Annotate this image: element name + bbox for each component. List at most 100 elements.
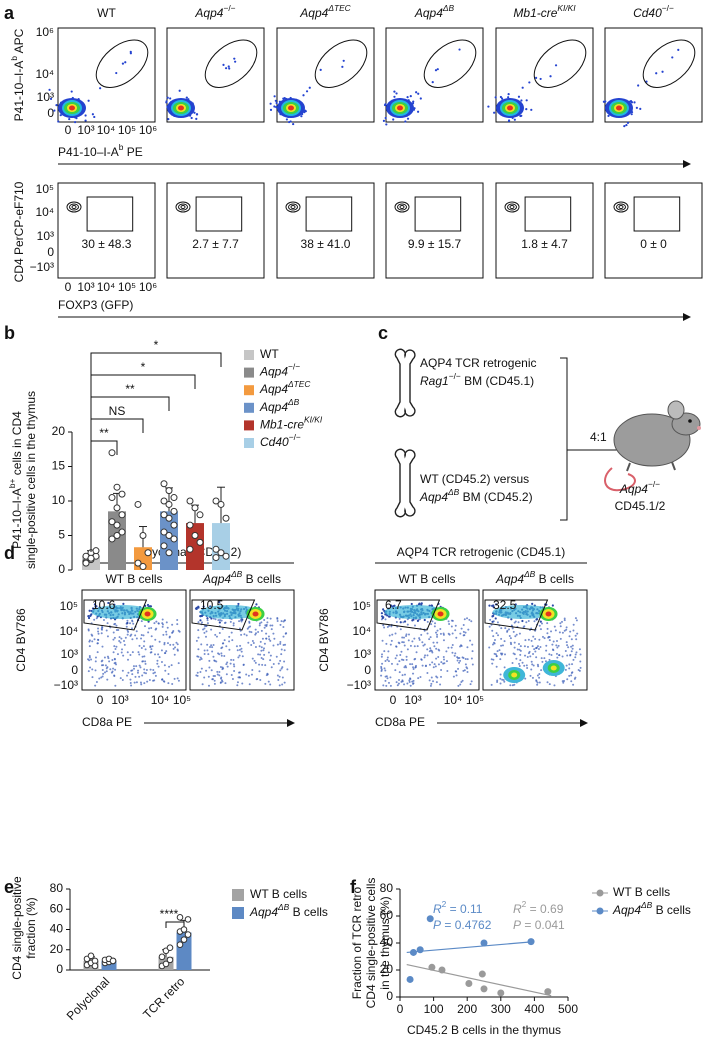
column-header-part: −/−: [223, 3, 235, 13]
event-dot: [535, 656, 538, 659]
gate-value: 38 ± 41.0: [301, 237, 351, 251]
column-header-part: B cells: [242, 572, 281, 586]
column-header-part: ΔB: [523, 569, 536, 579]
event-dot: [459, 632, 462, 635]
event-dot: [140, 647, 143, 650]
event-dot: [553, 625, 556, 628]
data-point: [416, 946, 424, 954]
event-dot: [101, 659, 104, 662]
event-dot: [267, 680, 270, 683]
event-dot: [578, 648, 581, 651]
event-dot: [511, 661, 514, 664]
event-dot: [575, 651, 578, 654]
event-dot: [162, 633, 165, 636]
event-dot: [172, 643, 175, 646]
x-axis-label-part: PE: [123, 145, 142, 159]
event-dot: [156, 662, 159, 665]
y-axis-label-part: CD4 single-positive: [10, 876, 24, 980]
event-dot: [177, 662, 180, 665]
event-dot: [144, 662, 147, 665]
event-dot: [201, 621, 204, 624]
bone-icon: [394, 348, 416, 518]
event-dot: [403, 683, 406, 686]
event-dot: [498, 649, 501, 652]
event-dot: [282, 626, 285, 629]
event-dot: [238, 654, 241, 657]
event-dot: [488, 625, 491, 628]
event-dot: [386, 677, 389, 680]
event-dot: [235, 645, 238, 648]
event-dot: [513, 118, 516, 121]
event-dot: [401, 636, 404, 639]
event-dot: [119, 677, 122, 680]
event-dot: [455, 636, 458, 639]
event-dot: [540, 657, 543, 660]
event-dot: [231, 677, 234, 680]
event-dot: [626, 121, 630, 124]
event-dot: [248, 621, 251, 624]
event-dot: [144, 648, 147, 651]
event-dot: [114, 622, 117, 625]
event-dot: [105, 670, 108, 673]
y-tick-label: 10⁵: [36, 182, 54, 196]
column-header-part: Cd40: [633, 6, 662, 20]
event-dot: [144, 660, 147, 663]
event-dot: [502, 678, 505, 681]
event-dot: [545, 644, 548, 647]
density-blob: [199, 605, 260, 619]
gate: [204, 39, 258, 88]
event-dot: [510, 643, 513, 646]
event-dot: [387, 650, 390, 653]
y-axis-label: CD4 single-positive: [10, 876, 24, 980]
data-point: [165, 487, 173, 495]
event-dot: [419, 676, 422, 679]
event-dot: [112, 667, 115, 670]
event-dot: [210, 617, 213, 620]
event-dot: [494, 617, 497, 620]
annotation-part: = 0.041: [521, 918, 565, 932]
event-dot: [450, 646, 453, 649]
event-dot: [426, 648, 429, 651]
event-dot: [269, 617, 272, 620]
recipient-label: Aqp4−/−: [619, 479, 660, 496]
contour: [394, 201, 410, 213]
event-dot: [88, 609, 91, 612]
event-dot: [280, 653, 283, 656]
event-dot: [199, 671, 202, 674]
event-dot: [73, 120, 77, 124]
event-dot: [143, 655, 146, 658]
recipient-label: CD45.1/2: [615, 499, 666, 513]
event-dot: [121, 669, 124, 672]
data-point: [176, 941, 184, 948]
event-dot: [553, 684, 556, 687]
trend-line: [406, 964, 552, 997]
event-dot: [150, 651, 153, 654]
y-axis-label: CD4 PerCP-eF710: [12, 181, 26, 282]
event-dot: [384, 618, 387, 621]
event-dot: [284, 632, 287, 635]
event-dot: [276, 643, 279, 646]
event-dot: [280, 667, 283, 670]
event-dot: [214, 618, 217, 621]
event-dot: [420, 602, 423, 605]
event-dot: [530, 660, 533, 663]
x-tick-label: 10⁵: [118, 123, 136, 137]
legend-label-part: Aqp4: [249, 905, 278, 919]
event-dot: [499, 673, 502, 676]
event-dot: [200, 614, 204, 617]
event-dot: [395, 654, 398, 657]
event-dot: [384, 679, 387, 682]
event-dot: [541, 660, 544, 663]
event-dot: [242, 663, 245, 666]
event-dot: [161, 623, 164, 626]
event-dot: [279, 669, 282, 672]
data-point: [217, 549, 225, 557]
event-dot: [266, 621, 269, 624]
event-dot: [411, 663, 414, 666]
event-dot: [412, 682, 415, 685]
event-dot: [385, 123, 388, 126]
event-dot: [138, 653, 141, 656]
event-dot: [218, 674, 221, 677]
panel-label: b: [4, 323, 15, 343]
event-dot: [207, 684, 210, 687]
